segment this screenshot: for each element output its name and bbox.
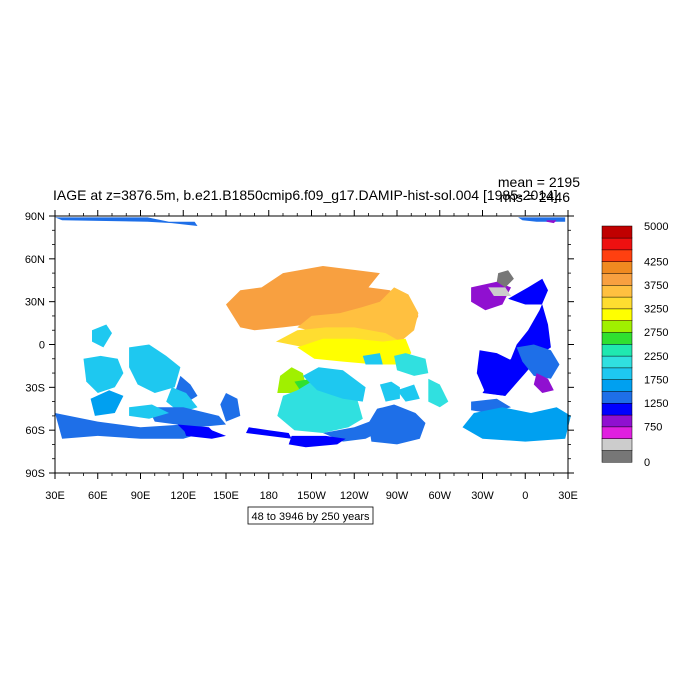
colorbar-label: 2750 [644,327,668,339]
region-bengal-cyan [166,387,198,413]
region-med-lightgrey [488,287,511,296]
region-sp-east-blue [368,404,426,445]
region-indian-west-blue [90,390,124,416]
y-tick-labels: 90N 60N 30N 0 30S 60S 90S [25,211,45,480]
colorbar-box [601,225,633,239]
region-indian-west-cyan [83,355,124,393]
y-tick-label: 60S [25,425,45,437]
x-tick-label: 60W [428,490,451,502]
region-sp-purple [288,435,346,448]
region-sp-blue-west [246,427,292,439]
colorbar-box [601,249,633,262]
region-mediterr-small [362,353,383,365]
region-sp-south-blue [322,418,383,442]
y-tick-label: 0 [39,340,45,352]
region-atlantic-blue-equator [516,344,560,379]
region-atlantic-south-lightblue [462,407,571,442]
colorbar-box [601,449,633,463]
y-tick-label: 60N [25,254,45,266]
colorbar-box [601,367,633,380]
x-tick-label: 30E [558,490,578,502]
colorbar-box [601,272,633,286]
colorbar-label: 0 [644,457,650,469]
region-tasman-blue [220,393,241,422]
colorbar-label: 3750 [644,280,668,292]
colorbar-box [601,355,633,369]
chart-title: IAGE at z=3876.5m, b.e21.B1850cmip6.f09_… [53,187,558,203]
x-tick-label: 60E [88,490,108,502]
colorbar [601,225,633,463]
region-brazil-basin [428,378,449,408]
region-arabian-cyan [92,324,112,348]
x-tick-label: 90W [386,490,409,502]
region-peru-basin [394,353,429,376]
region-atlantic-purple-south [476,350,517,396]
axis-ticks [49,210,574,479]
colorbar-box [601,390,633,404]
colorbar-box [601,308,633,321]
region-south-pacific-cyan-small [397,384,420,402]
x-tick-label: 150E [213,490,239,502]
colorbar-box [601,343,633,357]
colorbar-box [601,261,633,274]
colorbar-box [601,320,633,333]
region-arctic-east [518,217,566,222]
colorbar-label: 4250 [644,256,668,268]
colorbar-box [601,296,633,310]
colorbar-label: 3250 [644,304,668,316]
mean-label: mean = 2195 [498,174,580,190]
colorbar-box [601,426,633,439]
x-tick-label: 30E [45,490,65,502]
range-label-box: 48 to 3946 by 250 years [247,506,374,525]
region-southern-west-blue [55,413,212,439]
colorbar-box [601,414,633,428]
region-atlantic-magenta-south [533,373,554,393]
colorbar-label: 5000 [644,221,668,233]
region-indian-purple [177,424,218,436]
region-np-yellow [297,338,412,365]
region-indian-central-cyan [129,344,181,393]
region-sp-east-cyan [379,381,400,402]
y-tick-label: 30S [25,382,45,394]
colorbar-label: 1750 [644,374,668,386]
x-tick-label: 120E [170,490,196,502]
x-tick-label: 30W [471,490,494,502]
x-tick-label: 150W [297,490,326,502]
x-tick-label: 90E [131,490,151,502]
x-tick-label: 0 [522,490,528,502]
colorbar-label: 750 [644,422,662,434]
colorbar-label: 1250 [644,398,668,410]
region-arctic-east-small [546,220,557,224]
data-regions [55,217,571,448]
rms-label: rms = 2446 [500,189,571,205]
colorbar-box [601,284,633,298]
region-southern-cyan [129,404,169,419]
range-label: 48 to 3946 by 250 years [251,511,370,523]
x-tick-label: 180 [260,490,278,502]
region-arctic-west [55,217,198,226]
colorbar-box [601,438,633,451]
y-tick-label: 90S [25,468,45,480]
colorbar-box [601,331,633,345]
colorbar-box [601,379,633,392]
region-sp-cyan [302,367,366,402]
colorbar-label: 2250 [644,351,668,363]
colorbar-box [601,237,633,251]
x-tick-labels: 30E 60E 90E 120E 150E 180 150W 120W 90W 60W 30W 0 30… [45,490,578,502]
x-tick-label: 120W [340,490,369,502]
y-tick-label: 90N [25,211,45,223]
colorbar-box [601,402,633,416]
y-tick-label: 30N [25,297,45,309]
region-med-grey [496,270,514,288]
colorbar-labels: 5000 4250 3750 3250 2750 2250 1750 1250 750 0 [644,221,668,469]
